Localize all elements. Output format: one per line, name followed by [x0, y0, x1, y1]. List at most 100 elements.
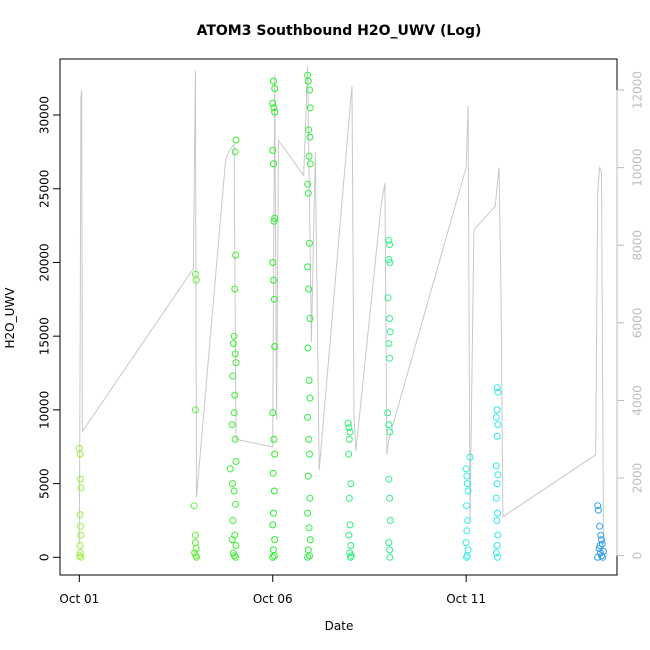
data-point — [230, 409, 238, 417]
data-point — [306, 394, 314, 402]
data-point — [304, 263, 312, 271]
y-axis-left: 0 5000 10000 15000 20000 25000 30000 — [38, 96, 61, 561]
data-point — [305, 126, 313, 134]
data-point — [269, 409, 277, 417]
data-point — [492, 462, 500, 470]
y-tick-label: 30000 — [38, 96, 52, 134]
data-point — [270, 276, 277, 284]
data-point — [269, 469, 277, 477]
data-point — [231, 285, 239, 293]
x-axis: Oct 01 Oct 06 Oct 11 — [59, 574, 486, 606]
data-point — [232, 136, 240, 144]
data-point — [347, 552, 355, 560]
y-tick-label: 25000 — [38, 170, 52, 208]
data-point — [305, 435, 313, 443]
data-point — [271, 450, 279, 458]
data-point — [304, 344, 312, 352]
x-tick-label: Oct 11 — [446, 592, 486, 606]
data-point — [77, 522, 84, 530]
data-point — [463, 480, 471, 488]
data-point — [77, 549, 84, 557]
data-point — [386, 546, 394, 554]
data-point — [229, 372, 237, 380]
data-point — [271, 536, 279, 544]
data-point — [305, 152, 313, 160]
data-point — [192, 276, 200, 284]
data-point — [493, 432, 501, 440]
y-tick-label: 20000 — [38, 243, 52, 281]
data-point — [464, 487, 472, 495]
data-point — [386, 328, 394, 336]
data-point — [306, 552, 313, 560]
data-point — [345, 494, 353, 502]
data-point — [463, 527, 471, 535]
data-point — [493, 517, 501, 524]
data-point — [77, 553, 85, 561]
data-point — [76, 511, 84, 519]
data-point — [385, 421, 393, 429]
series-line — [78, 66, 604, 545]
data-point — [463, 472, 471, 480]
y2-tick-label: 2000 — [631, 463, 645, 494]
data-point — [306, 86, 313, 94]
y-tick-label: 0 — [38, 553, 52, 561]
data-point — [386, 494, 394, 502]
data-point — [346, 428, 354, 436]
data-point — [386, 315, 394, 322]
data-point — [466, 453, 474, 461]
data-point — [226, 465, 234, 473]
data-point — [347, 542, 355, 549]
data-point — [345, 435, 353, 443]
data-point — [228, 536, 236, 544]
data-point — [271, 108, 279, 116]
data-point — [270, 546, 277, 554]
data-point — [232, 553, 240, 561]
data-point — [494, 509, 501, 517]
data-point — [76, 450, 84, 458]
y2-tick-label: 4000 — [631, 385, 645, 416]
data-point — [229, 340, 237, 347]
x-axis-label: Date — [325, 619, 354, 633]
data-point — [77, 484, 85, 492]
data-point — [347, 480, 355, 488]
y-tick-label: 5000 — [38, 468, 52, 499]
data-point — [594, 502, 602, 510]
data-point — [463, 553, 470, 561]
data-point — [231, 148, 239, 156]
y-axis-label: H2O_UWV — [3, 287, 17, 349]
data-point — [385, 340, 393, 347]
data-point — [270, 487, 278, 495]
y2-tick-label: 12000 — [631, 71, 645, 109]
data-point — [270, 104, 278, 112]
data-point — [596, 522, 604, 530]
data-point — [386, 241, 394, 249]
data-point — [386, 259, 394, 266]
data-point — [304, 553, 312, 561]
y2-tick-label: 0 — [631, 552, 645, 560]
data-point — [190, 502, 198, 510]
data-point — [493, 406, 501, 414]
data-point — [270, 77, 277, 85]
data-point — [305, 524, 313, 532]
y2-tick-label: 10000 — [631, 149, 645, 187]
data-point — [232, 251, 240, 259]
data-point — [191, 270, 199, 278]
point-series — [75, 71, 607, 561]
data-point — [494, 471, 502, 479]
data-point — [230, 552, 238, 560]
data-point — [270, 435, 278, 443]
plot-frame — [59, 58, 618, 576]
data-point — [464, 546, 472, 554]
data-point — [386, 553, 394, 561]
data-point — [594, 553, 602, 561]
data-point — [304, 189, 312, 197]
data-point — [304, 77, 312, 85]
data-point — [384, 409, 392, 417]
data-point — [305, 285, 313, 293]
data-point — [493, 480, 501, 488]
data-point — [306, 450, 313, 458]
data-point — [269, 553, 277, 561]
y2-tick-label: 8000 — [631, 230, 645, 261]
data-point — [597, 531, 605, 539]
